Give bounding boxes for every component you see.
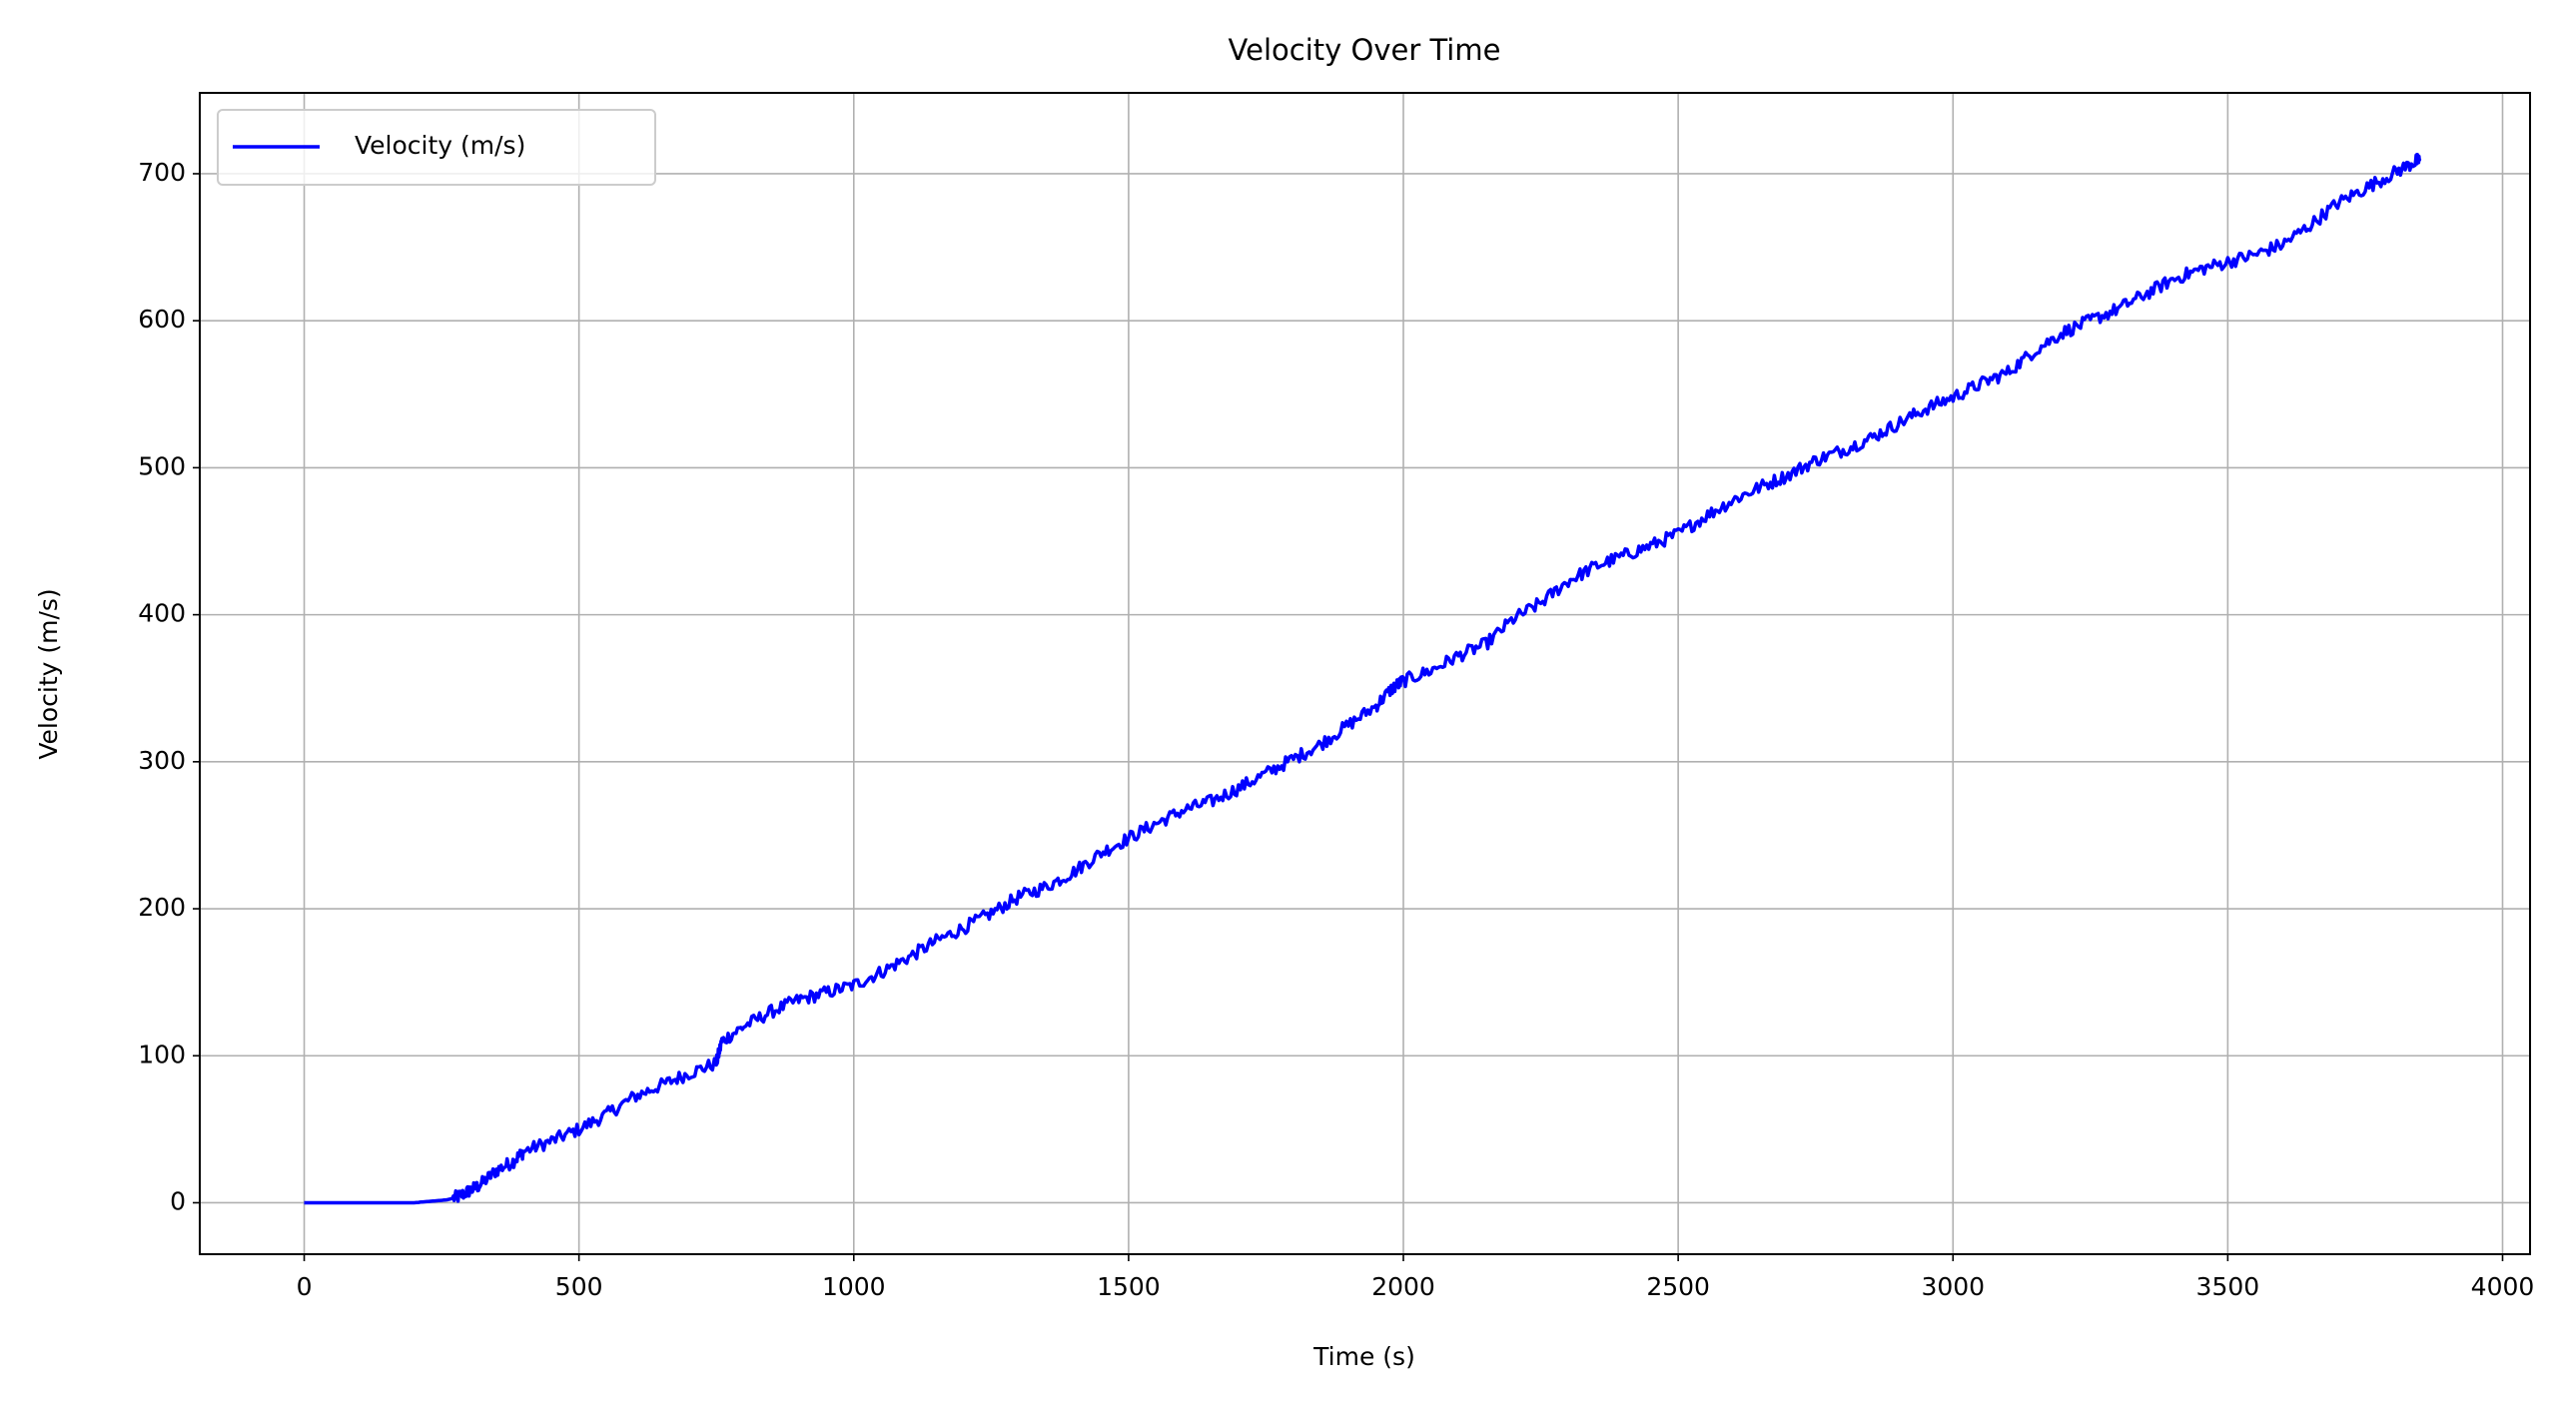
chart-title: Velocity Over Time xyxy=(1229,33,1501,67)
y-tick-label: 200 xyxy=(138,893,186,922)
y-axis-label: Velocity (m/s) xyxy=(34,588,63,759)
legend-label: Velocity (m/s) xyxy=(355,131,525,160)
x-tick-label: 3000 xyxy=(1921,1272,1985,1301)
plot-frame xyxy=(199,92,2531,1255)
grid-lines xyxy=(200,93,2530,1254)
y-tick-label: 500 xyxy=(138,451,186,480)
axis-ticks: 0 500 1000 1500 2000 2500 3000 3500 4000 0 100 200 3… xyxy=(138,158,2534,1301)
series-layer xyxy=(304,152,2422,1205)
x-tick-label: 500 xyxy=(555,1272,603,1301)
legend: Velocity (m/s) xyxy=(217,109,656,186)
x-tick-label: 2000 xyxy=(1371,1272,1435,1301)
x-tick-label: 0 xyxy=(297,1272,313,1301)
y-tick-label: 600 xyxy=(138,305,186,334)
x-tick-label: 2500 xyxy=(1646,1272,1710,1301)
x-tick-label: 4000 xyxy=(2471,1272,2535,1301)
y-tick-label: 300 xyxy=(138,746,186,775)
x-tick-label: 1000 xyxy=(822,1272,886,1301)
velocity-series-line xyxy=(304,152,2422,1205)
y-tick-label: 700 xyxy=(138,158,186,187)
y-tick-label: 100 xyxy=(138,1040,186,1068)
y-tick-label: 400 xyxy=(138,599,186,628)
x-tick-label: 3500 xyxy=(2196,1272,2260,1301)
legend-box xyxy=(217,109,656,186)
x-tick-label: 1500 xyxy=(1097,1272,1161,1301)
x-axis-label: Time (s) xyxy=(1312,1342,1415,1371)
y-tick-label: 0 xyxy=(170,1186,186,1215)
